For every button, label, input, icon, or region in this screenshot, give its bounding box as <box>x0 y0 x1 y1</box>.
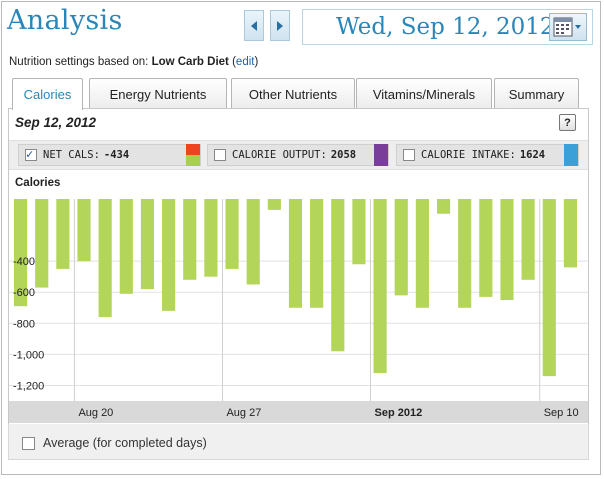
x-tick-label: Aug 20 <box>78 407 113 419</box>
x-tick-label: Aug 27 <box>226 407 261 419</box>
chevron-down-icon <box>575 25 581 29</box>
bar <box>119 199 133 294</box>
tab-energy-nutrients[interactable]: Energy Nutrients <box>89 78 227 109</box>
bar <box>310 199 324 308</box>
net-cals-checkbox[interactable] <box>25 147 37 161</box>
average-toggle[interactable]: Average (for completed days) <box>22 436 207 450</box>
edit-open-paren: ( <box>232 56 236 68</box>
bar <box>542 199 556 377</box>
bar <box>373 199 387 374</box>
bar <box>183 199 197 280</box>
calorie-output-swatch <box>374 144 388 166</box>
tab-calories[interactable]: Calories <box>12 78 83 110</box>
net-cals-swatch-red <box>186 144 200 155</box>
y-tick-label: -1,200 <box>13 380 44 392</box>
help-button[interactable]: ? <box>559 114 576 131</box>
bar <box>35 199 49 288</box>
bar <box>98 199 112 318</box>
net-cals-value: -434 <box>103 149 130 161</box>
bar <box>479 199 493 297</box>
legend-net-cals[interactable]: NET CALS: -434 <box>18 144 201 166</box>
page-title: Analysis <box>7 5 123 36</box>
diet-name: Low Carb Diet <box>151 56 229 68</box>
calories-panel: Sep 12, 2012 ? NET CALS: -434 CALORIE OU… <box>8 108 589 460</box>
chart-footer <box>8 424 589 460</box>
analysis-tabs: Calories Energy Nutrients Other Nutrient… <box>8 78 588 110</box>
panel-date: Sep 12, 2012 <box>15 115 97 130</box>
net-cals-label: NET CALS: <box>43 149 100 161</box>
bar <box>500 199 514 300</box>
calorie-intake-swatch <box>564 144 578 166</box>
y-tick-label: -800 <box>13 318 35 330</box>
bar <box>56 199 70 269</box>
bar <box>225 199 239 269</box>
tab-summary[interactable]: Summary <box>494 78 579 109</box>
bar <box>563 199 577 268</box>
bar <box>458 199 472 308</box>
x-tick-label: Sep 10 <box>544 407 579 419</box>
current-date: Wed, Sep 12, 2012 <box>336 14 555 40</box>
settings-prefix: Nutrition settings based on: <box>9 56 149 68</box>
x-axis-band <box>9 401 588 423</box>
y-tick-label: -1,000 <box>13 349 44 361</box>
edit-close-paren: ) <box>254 56 259 68</box>
y-tick-label: -400 <box>13 256 35 268</box>
arrow-right-icon <box>277 20 283 31</box>
arrow-left-icon <box>251 20 257 31</box>
net-cals-swatch <box>186 144 200 166</box>
nutrition-settings: Nutrition settings based on: Low Carb Di… <box>9 56 258 68</box>
bar <box>204 199 218 277</box>
chart-axis-label: Calories <box>15 177 61 189</box>
date-display: Wed, Sep 12, 2012 <box>302 9 593 45</box>
bar <box>140 199 155 290</box>
bar <box>77 199 91 262</box>
net-cals-swatch-green <box>186 155 200 166</box>
tab-other-nutrients[interactable]: Other Nutrients <box>231 78 355 109</box>
calorie-output-label: CALORIE OUTPUT: <box>232 149 327 161</box>
bar <box>331 199 345 352</box>
tab-vitamins-minerals[interactable]: Vitamins/Minerals <box>356 78 492 109</box>
edit-diet-link[interactable]: edit <box>235 56 255 68</box>
bar <box>394 199 408 296</box>
average-checkbox[interactable] <box>22 436 35 450</box>
net-calories-chart: -400 -600 -800 -1,000 -1,200 Aug 20 Aug 27 Sep … <box>9 199 588 423</box>
bar <box>352 199 366 265</box>
calorie-intake-checkbox[interactable] <box>403 149 415 161</box>
bar <box>521 199 535 280</box>
bar <box>14 199 28 307</box>
average-label: Average (for completed days) <box>43 436 207 450</box>
x-tick-label: Sep 2012 <box>375 407 423 419</box>
calorie-intake-value: 1624 <box>519 149 546 161</box>
calendar-icon <box>553 17 581 37</box>
legend-calorie-output[interactable]: CALORIE OUTPUT: 2058 <box>207 144 389 166</box>
legend-bar: NET CALS: -434 CALORIE OUTPUT: 2058 CALO… <box>9 140 588 170</box>
bar <box>246 199 260 285</box>
bar <box>267 199 281 210</box>
calorie-output-value: 2058 <box>330 149 357 161</box>
calorie-output-checkbox[interactable] <box>214 149 226 161</box>
bar <box>162 199 176 311</box>
prev-date-button[interactable] <box>244 10 264 41</box>
calorie-intake-label: CALORIE INTAKE: <box>421 149 516 161</box>
y-tick-label: -600 <box>13 287 35 299</box>
calendar-picker-button[interactable] <box>549 13 587 41</box>
legend-calorie-intake[interactable]: CALORIE INTAKE: 1624 <box>396 144 579 166</box>
bar <box>415 199 429 308</box>
bar <box>288 199 303 308</box>
bar <box>436 199 451 214</box>
next-date-button[interactable] <box>270 10 290 41</box>
